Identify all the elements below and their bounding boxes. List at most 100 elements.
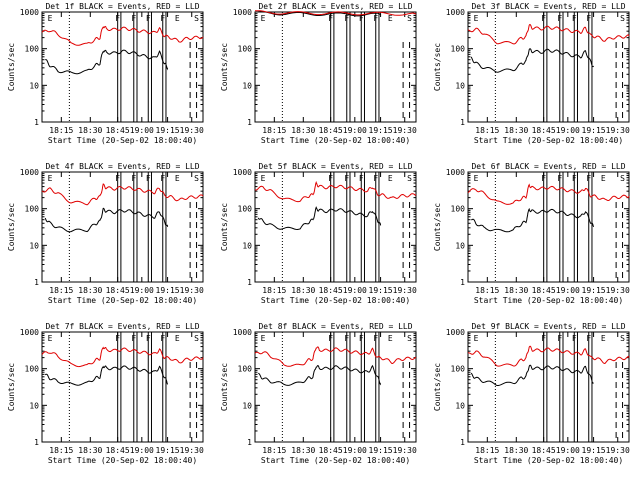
y-tick-label: 100: [238, 205, 253, 214]
flag-label: F: [328, 334, 333, 343]
flag-label: S: [194, 174, 199, 183]
flag-label: S: [620, 334, 625, 343]
x-axis-label: Start Time (20-Sep-02 18:00:40): [261, 136, 410, 145]
flag-label: E: [388, 174, 393, 183]
flag-label: F: [160, 174, 165, 183]
panel-title: Det 1f BLACK = Events, RED = LLD: [45, 2, 199, 11]
flag-label: S: [407, 334, 412, 343]
flag-label: F: [146, 334, 151, 343]
flag-label: E: [261, 334, 266, 343]
flag-label: F: [131, 174, 136, 183]
flag-label: F: [115, 174, 120, 183]
flag-label: S: [407, 14, 412, 23]
series-line-events: [258, 364, 382, 386]
flag-label: F: [328, 174, 333, 183]
y-tick-label: 1: [460, 438, 465, 447]
flag-label: E: [48, 334, 53, 343]
plot-frame: [254, 171, 417, 283]
x-tick-label: 19:15: [582, 286, 606, 295]
x-tick-label: 18:15: [49, 286, 73, 295]
y-tick-label: 1: [34, 118, 39, 127]
y-tick-label: 100: [451, 205, 466, 214]
x-axis-label: Start Time (20-Sep-02 18:00:40): [474, 296, 623, 305]
x-tick-label: 19:30: [180, 446, 204, 455]
panel-title: Det 7f BLACK = Events, RED = LLD: [45, 322, 199, 331]
x-tick-label: 18:45: [532, 446, 556, 455]
y-tick-label: 1: [34, 438, 39, 447]
x-tick-label: 18:45: [106, 286, 130, 295]
flag-label: F: [344, 174, 349, 183]
detector-panel-7: Det 7f BLACK = Events, RED = LLD 1 10 100 10…: [7, 322, 204, 465]
x-tick-label: 19:15: [582, 446, 606, 455]
plot-frame: [254, 11, 417, 123]
x-tick-label: 19:30: [606, 286, 630, 295]
x-tick-label: 18:30: [78, 126, 102, 135]
y-axis-label: Counts/sec: [433, 43, 442, 91]
y-tick-label: 100: [451, 365, 466, 374]
flag-label: F: [373, 14, 378, 23]
y-axis-label: Counts/sec: [220, 43, 229, 91]
x-tick-label: 18:30: [291, 286, 315, 295]
x-axis-label: Start Time (20-Sep-02 18:00:40): [261, 456, 410, 465]
panel-title: Det 3f BLACK = Events, RED = LLD: [471, 2, 625, 11]
flag-label: F: [572, 334, 577, 343]
y-tick-label: 100: [238, 45, 253, 54]
y-tick-label: 10: [242, 81, 252, 90]
flag-label: F: [586, 334, 591, 343]
series-line-events: [45, 49, 169, 75]
y-tick-label: 100: [25, 205, 40, 214]
y-tick-label: 10: [29, 241, 39, 250]
series-line-events: [44, 365, 169, 386]
flag-label: E: [601, 174, 606, 183]
flag-label: F: [359, 14, 364, 23]
y-tick-label: 1000: [233, 168, 252, 177]
y-tick-label: 1000: [233, 8, 252, 17]
y-tick-label: 1000: [446, 328, 465, 337]
x-tick-label: 18:45: [532, 126, 556, 135]
plot-frame: [467, 11, 630, 123]
y-tick-label: 10: [455, 401, 465, 410]
series-line-lld: [254, 346, 417, 367]
flag-label: E: [175, 174, 180, 183]
detector-panel-2: Det 2f BLACK = Events, RED = LLD 1 10 100 10…: [220, 2, 417, 145]
series-line-events: [470, 364, 594, 386]
series-line-events: [257, 206, 382, 231]
y-tick-label: 10: [242, 241, 252, 250]
x-tick-label: 18:30: [78, 286, 102, 295]
x-tick-label: 19:00: [343, 286, 367, 295]
y-tick-label: 10: [455, 81, 465, 90]
x-tick-label: 19:30: [393, 286, 417, 295]
y-tick-label: 10: [242, 401, 252, 410]
x-tick-label: 18:45: [106, 446, 130, 455]
series-line-events: [258, 10, 381, 17]
x-tick-label: 19:15: [369, 446, 393, 455]
y-tick-label: 10: [29, 81, 39, 90]
y-tick-label: 1000: [20, 8, 39, 17]
series-line-lld: [41, 25, 204, 46]
series-line-events: [470, 48, 594, 73]
y-axis-label: Counts/sec: [433, 363, 442, 411]
flag-label: E: [601, 14, 606, 23]
x-tick-label: 18:45: [319, 446, 343, 455]
x-tick-label: 18:30: [78, 446, 102, 455]
x-axis-label: Start Time (20-Sep-02 18:00:40): [474, 456, 623, 465]
y-axis-label: Counts/sec: [7, 203, 16, 251]
x-tick-label: 19:15: [582, 126, 606, 135]
flag-label: S: [194, 14, 199, 23]
plot-frame: [254, 331, 417, 443]
x-tick-label: 18:45: [319, 126, 343, 135]
x-tick-label: 19:15: [156, 126, 180, 135]
y-tick-label: 1000: [233, 328, 252, 337]
x-tick-label: 19:00: [343, 126, 367, 135]
flag-label: F: [586, 174, 591, 183]
x-tick-label: 18:30: [291, 446, 315, 455]
flag-label: F: [131, 334, 136, 343]
y-tick-label: 10: [29, 401, 39, 410]
y-axis-label: Counts/sec: [220, 203, 229, 251]
plot-frame: [467, 171, 630, 283]
y-axis-label: Counts/sec: [220, 363, 229, 411]
x-tick-label: 19:00: [556, 286, 580, 295]
flag-label: F: [541, 14, 546, 23]
flag-label: F: [586, 14, 591, 23]
x-tick-label: 18:15: [49, 126, 73, 135]
